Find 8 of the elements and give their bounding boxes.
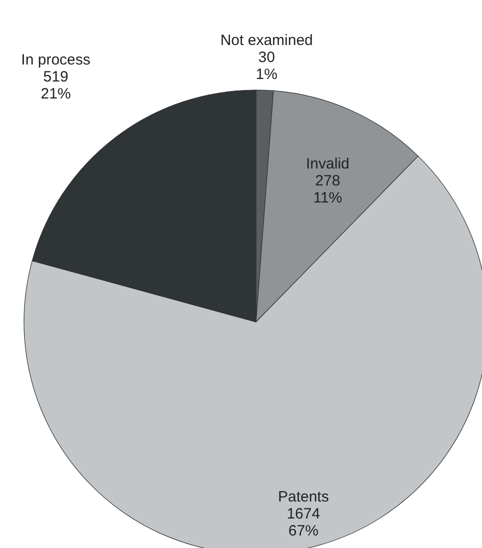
slice-label: Invalid bbox=[306, 155, 350, 172]
data-label: 278 11% bbox=[313, 172, 342, 206]
slice-label: In process bbox=[21, 52, 90, 69]
data-label: 519 21% bbox=[40, 68, 71, 103]
data-label: 30 1% bbox=[256, 49, 278, 84]
slice-label: Not examined bbox=[220, 32, 313, 50]
slice-label: Patents bbox=[278, 488, 329, 506]
data-label: 1674 67% bbox=[286, 506, 320, 540]
